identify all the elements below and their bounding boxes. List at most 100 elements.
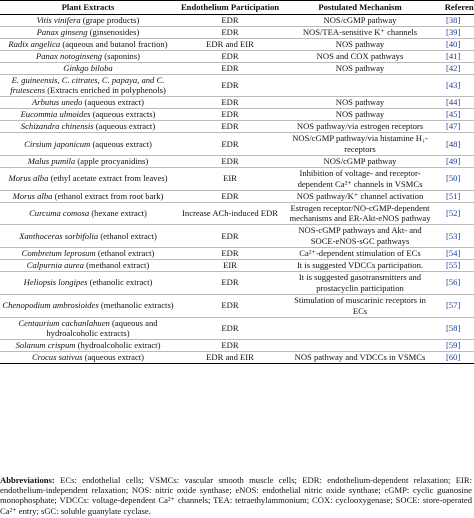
plant-cell: Vitis vinifera (grape products) — [0, 14, 176, 27]
participation-cell: EIR — [176, 259, 284, 272]
species-name: E. guineensis, C. citrates, C. papaya, a… — [10, 74, 165, 96]
reference-cell: [57] — [436, 294, 474, 318]
reference-link[interactable]: [59] — [446, 340, 461, 351]
mechanism-cell: NOS pathway — [284, 38, 436, 51]
reference-cell: [50] — [436, 167, 474, 191]
reference-cell: [41] — [436, 50, 474, 63]
reference-link[interactable]: [38] — [446, 15, 461, 25]
species-name: Morus alba — [8, 173, 49, 184]
mechanism-cell: Estrogen receptor/NO-cGMP-dependent mech… — [284, 202, 436, 226]
plant-cell: Schizandra chinensis (aqueous extract) — [0, 120, 176, 134]
reference-link[interactable]: [60] — [446, 352, 461, 363]
mechanism-text: NOS pathway — [335, 97, 385, 108]
mechanism-cell: NOS pathway and VDCCs in VSMCs — [284, 351, 436, 365]
reference-cell: [49] — [436, 155, 474, 168]
mechanism-cell: It is suggested gasotransmitters and pro… — [284, 271, 436, 295]
reference-link[interactable]: [43] — [446, 79, 461, 90]
table-row: Curcuma comosa (hexane extract) Increase … — [0, 202, 474, 226]
mechanism-cell: NOS pathway — [284, 62, 436, 75]
reference-link[interactable]: [45] — [446, 109, 461, 120]
extract-detail: (aqueous extract) — [84, 97, 144, 108]
mechanism-cell: NOS/cGMP pathway — [284, 14, 436, 27]
reference-link[interactable]: [40] — [446, 38, 461, 49]
extract-detail: (methanolic extracts) — [100, 300, 174, 311]
extract-detail: (aqueous extract) — [84, 352, 145, 363]
extract-detail: (grape products) — [82, 15, 140, 25]
extract-detail: (methanol extract) — [86, 260, 150, 271]
participation-cell: EDR — [176, 50, 284, 63]
reference-link[interactable]: [42] — [446, 62, 461, 73]
participation-cell: EIR — [176, 167, 284, 191]
reference-link[interactable]: [39] — [446, 26, 461, 37]
reference-link[interactable]: [49] — [446, 155, 461, 166]
reference-link[interactable]: [57] — [446, 300, 461, 311]
reference-link[interactable]: [44] — [446, 97, 461, 108]
mechanism-text: It is suggested gasotransmitters and pro… — [298, 271, 422, 293]
reference-link[interactable]: [54] — [446, 248, 461, 259]
mechanism-text: NOS/cGMP pathway — [323, 155, 397, 166]
reference-cell: [39] — [436, 26, 474, 39]
reference-link[interactable]: [48] — [446, 138, 461, 149]
mechanism-text: Ca²⁺-dependent stimulation of ECs — [299, 248, 421, 259]
species-name: Malus pumila — [27, 155, 76, 166]
table-row: Eucommia ulmoides (aqueous extracts) EDR N… — [0, 108, 474, 122]
extract-detail: (ethanol extract) — [100, 230, 157, 241]
reference-link[interactable]: [47] — [446, 121, 461, 132]
plant-cell: Solanum crispum (hydroalcoholic extract) — [0, 339, 176, 353]
reference-link[interactable]: [51] — [446, 190, 461, 201]
participation-cell: EDR — [176, 120, 284, 134]
mechanism-cell: Stimulation of muscarinic receptors in E… — [284, 294, 436, 318]
table-row: Cirsium japonicum (aqueous extract) EDR NO… — [0, 132, 474, 156]
table-row: Combretum leprosum (ethanol extract) EDR C… — [0, 247, 474, 261]
species-name: Chenopodium ambrosioides — [2, 300, 99, 311]
participation-cell: EDR — [176, 155, 284, 168]
plant-cell: Eucommia ulmoides (aqueous extracts) — [0, 108, 176, 122]
mechanism-text: NOS pathway — [335, 38, 385, 49]
table-row: Panax ginseng (ginsenosides) EDR NOS/TEA-s… — [0, 26, 474, 39]
reference-link[interactable]: [56] — [446, 277, 461, 288]
reference-link[interactable]: [41] — [446, 50, 461, 61]
mechanism-text: NOS/TEA-sensitive K⁺ channels — [302, 26, 418, 37]
mechanism-cell: NOS and COX pathways — [284, 50, 436, 63]
participation-cell: EDR — [176, 339, 284, 353]
reference-cell: [38] — [436, 14, 474, 27]
extract-detail: (ethanol extract from root bark) — [54, 190, 164, 201]
extract-detail: (saponins) — [104, 50, 141, 61]
species-name: Eucommia ulmoides — [20, 109, 91, 120]
extract-detail: (ethanolic extract) — [89, 277, 153, 288]
reference-link[interactable]: [52] — [446, 207, 461, 218]
participation-cell: EDR — [176, 190, 284, 203]
column-header: Plant Extracts — [0, 0, 176, 15]
reference-cell: [54] — [436, 247, 474, 261]
mechanism-cell — [284, 317, 436, 341]
data-table: Plant Extracts Endothelium Participation P… — [0, 0, 474, 365]
species-name: Solanum crispum — [15, 340, 76, 351]
reference-link[interactable]: [50] — [446, 173, 461, 184]
participation-cell: EDR — [176, 108, 284, 122]
table-row: Morus alba (ethyl acetate extract from l… — [0, 167, 474, 191]
participation-cell: EDR — [176, 26, 284, 39]
mechanism-cell: NOS pathway/K⁺ channel activation — [284, 190, 436, 203]
participation-cell: EDR — [176, 62, 284, 75]
plant-cell: Curcuma comosa (hexane extract) — [0, 202, 176, 226]
species-name: Heliopsis longipes — [23, 277, 88, 288]
plant-cell: Combretum leprosum (ethanol extract) — [0, 247, 176, 261]
reference-link[interactable]: [55] — [446, 260, 461, 271]
extract-detail: (aqueous extracts) — [92, 109, 156, 120]
reference-link[interactable]: [53] — [446, 230, 461, 241]
reference-link[interactable]: [58] — [446, 323, 461, 334]
column-header: Endothelium Participation — [176, 0, 284, 15]
column-header: Postulated Mechanism — [284, 0, 436, 15]
plant-cell: Cirsium japonicum (aqueous extract) — [0, 132, 176, 156]
reference-cell: [51] — [436, 190, 474, 203]
mechanism-text: NOS/cGMP pathway/via histamine H₁-recept… — [292, 133, 428, 154]
species-name: Curcuma comosa — [29, 207, 90, 218]
plant-cell: Calpurnia aurea (methanol extract) — [0, 259, 176, 272]
table-row: Centaurium cachanlahuen (aqueous and hyd… — [0, 317, 474, 341]
mechanism-cell: NOS-cGMP pathways and Akt- and SOCE-eNOS… — [284, 224, 436, 249]
table-row: Xanthoceras sorbifolia (ethanol extract)… — [0, 224, 474, 249]
extract-detail: (aqueous extract) — [92, 138, 152, 149]
reference-cell: [55] — [436, 259, 474, 272]
extract-detail: (hydroalcoholic extract) — [77, 340, 161, 351]
reference-cell: [58] — [436, 317, 474, 341]
